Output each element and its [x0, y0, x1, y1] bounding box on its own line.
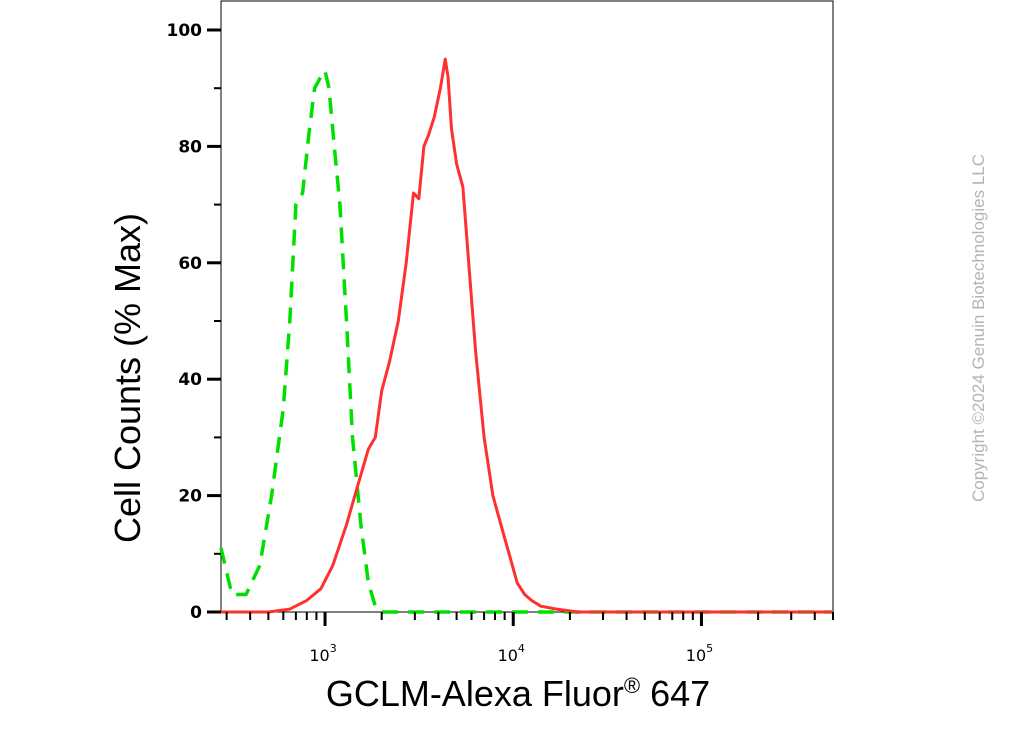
series-line-0 [219, 68, 833, 614]
x-tick-label: 103 [309, 642, 336, 665]
x-tick-label: 105 [686, 642, 713, 665]
y-axis: 0 20 40 60 80 100 [167, 21, 221, 623]
x-tick-label-exponent: 3 [330, 642, 337, 655]
x-axis-title-main: GCLM-Alexa Fluor [326, 673, 624, 714]
x-tick-label-exponent: 4 [518, 642, 525, 655]
x-tick-label-base: 10 [498, 646, 518, 665]
y-tick-label: 40 [178, 370, 202, 390]
y-tick-label: 60 [178, 254, 202, 274]
x-axis-title-registered-mark: ® [624, 673, 640, 698]
x-tick-label: 104 [498, 642, 525, 665]
copyright-notice: Copyright ©2024 Genuin Biotechnologies L… [969, 154, 988, 502]
y-tick-label: 20 [178, 487, 202, 507]
series-layer [219, 57, 833, 614]
plot-frame [220, 0, 834, 613]
y-tick-label: 80 [178, 137, 202, 157]
series-line-1 [221, 57, 833, 614]
x-tick-label-exponent: 5 [706, 642, 713, 655]
y-tick-label: 100 [167, 21, 203, 41]
x-axis-title: GCLM-Alexa Fluor® 647 [326, 673, 710, 714]
x-tick-label-base: 10 [309, 646, 329, 665]
x-axis-title-suffix: 647 [640, 673, 710, 714]
x-axis: 103 104 105 [225, 612, 834, 665]
x-tick-label-base: 10 [686, 646, 706, 665]
y-axis-title: Cell Counts (% Max) [107, 213, 148, 543]
y-tick-label: 0 [190, 603, 202, 623]
